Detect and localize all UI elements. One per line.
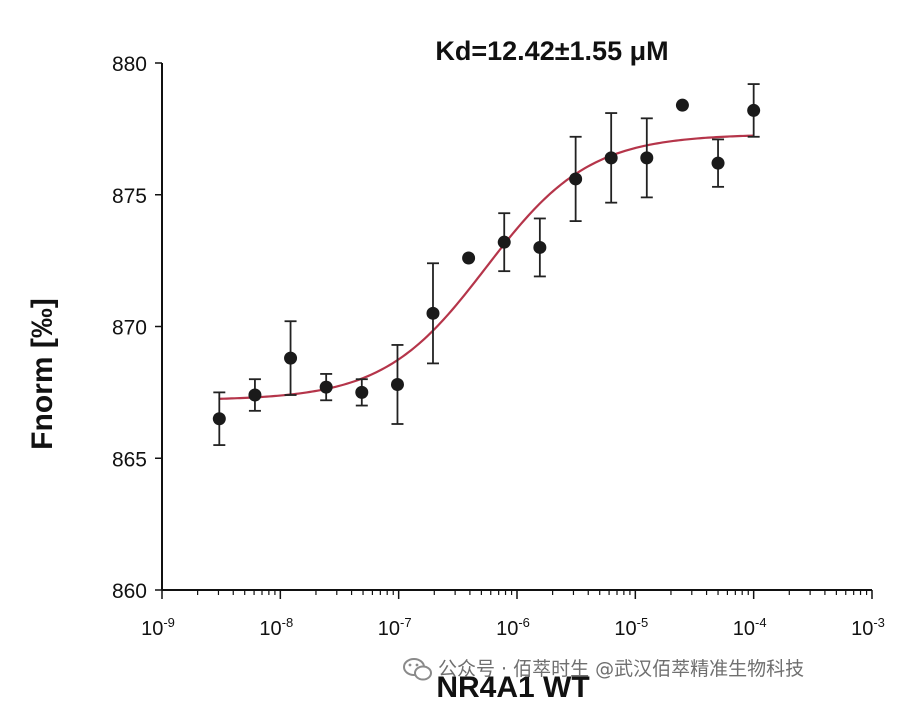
y-tick-label: 880 — [112, 53, 147, 76]
watermark: 公众号 · 佰萃时生 @武汉佰萃精准生物科技 — [403, 658, 804, 681]
wechat-logo-icon — [403, 658, 432, 681]
x-tick-label: 10-6 — [496, 615, 530, 640]
x-tick-label: 10-5 — [614, 615, 648, 640]
data-point — [248, 388, 262, 402]
x-tick-label: 10-4 — [733, 615, 767, 640]
y-tick-label: 865 — [112, 448, 147, 471]
data-point — [462, 251, 476, 265]
y-tick-label: 870 — [112, 317, 147, 340]
data-point — [711, 156, 725, 170]
x-tick-label: 10-7 — [378, 615, 412, 640]
data-point — [284, 351, 298, 365]
x-axis-label: NR4A1 WT — [436, 671, 589, 704]
plot-area — [212, 83, 761, 446]
chart-title: Kd=12.42±1.55 μM — [435, 36, 668, 66]
data-point — [747, 103, 761, 117]
data-point — [569, 172, 583, 186]
data-point — [675, 98, 689, 112]
axes: 860 865 870 875 880 10-9 10-8 10-7 10-6 10-5 10-4 1… — [112, 53, 885, 640]
data-point — [390, 377, 404, 391]
x-tick-label: 10-8 — [259, 615, 293, 640]
data-point — [212, 412, 226, 426]
watermark-text: 公众号 · 佰萃时生 @武汉佰萃精准生物科技 — [438, 658, 804, 680]
data-point — [319, 380, 333, 394]
data-point — [604, 151, 618, 165]
x-tick-label: 10-3 — [851, 615, 885, 640]
data-point — [355, 385, 369, 399]
y-tick-label: 875 — [112, 185, 147, 208]
data-point — [533, 240, 547, 254]
y-tick-label: 860 — [112, 580, 147, 603]
data-point — [640, 151, 654, 165]
data-point — [497, 235, 511, 249]
x-tick-label: 10-9 — [141, 615, 175, 640]
data-point — [426, 306, 440, 320]
y-axis-label: Fnorm [‰] — [26, 298, 59, 450]
fit-curve — [218, 134, 754, 400]
